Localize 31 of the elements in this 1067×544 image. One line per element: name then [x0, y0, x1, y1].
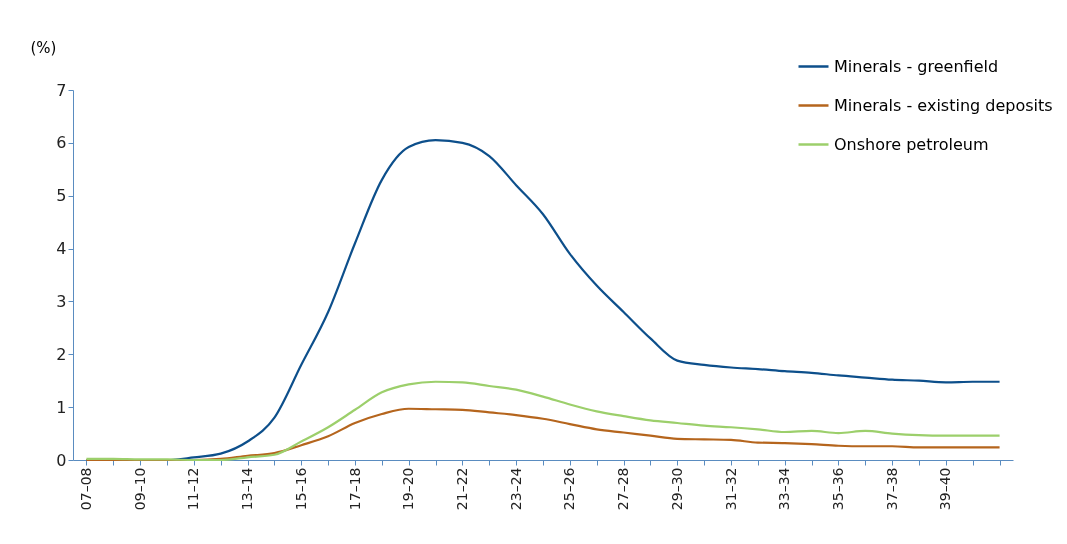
y-tick-label: 6: [56, 133, 67, 153]
y-tick-label: 5: [56, 186, 67, 206]
x-tick-label: 35–36: [829, 467, 846, 511]
x-tick-label: 29–30: [668, 467, 685, 511]
x-tick-label: 31–32: [722, 467, 739, 511]
legend-label: Minerals - existing deposits: [834, 95, 1053, 115]
x-tick-label: 23–24: [507, 467, 524, 511]
x-tick-label: 21–22: [453, 467, 470, 511]
x-tick-label: 27–28: [615, 467, 632, 511]
y-tick-label: 1: [56, 397, 67, 417]
x-tick-label: 13–14: [239, 467, 256, 511]
y-tick-label: 3: [56, 291, 67, 311]
y-tick-label: 0: [56, 450, 67, 470]
x-tick-label: 15–16: [292, 467, 309, 511]
y-axis-title: (%): [30, 38, 57, 57]
line-series: [85, 407, 1001, 462]
y-tick-label: 4: [56, 239, 67, 259]
x-tick-label: 37–38: [883, 467, 900, 511]
y-tick-label: 7: [56, 80, 67, 100]
line-series: [85, 380, 1001, 462]
x-tick-label: 07–08: [77, 467, 94, 511]
legend-label: Minerals - greenfield: [834, 56, 999, 76]
x-tick-label: 11–12: [185, 467, 202, 511]
y-tick-label: 2: [56, 344, 67, 364]
legend-label: Onshore petroleum: [834, 134, 989, 154]
x-tick-label: 25–26: [561, 467, 578, 511]
x-tick-label: 39–40: [937, 467, 954, 511]
x-tick-label: 19–20: [400, 467, 417, 511]
x-tick-label: 33–34: [776, 467, 793, 511]
x-tick-label: 09–10: [131, 467, 148, 511]
x-tick-label: 17–18: [346, 467, 363, 511]
